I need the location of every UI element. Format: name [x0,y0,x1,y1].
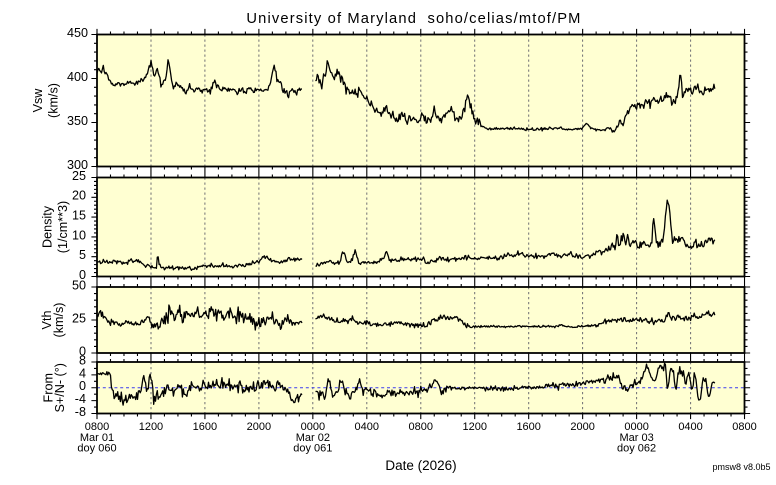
svg-text:50: 50 [72,278,86,292]
svg-text:20: 20 [72,189,86,203]
svg-text:0: 0 [79,268,86,282]
svg-text:300: 300 [67,158,88,172]
svg-text:0400: 0400 [678,421,702,433]
svg-text:Vsw: Vsw [31,88,45,113]
svg-text:0800: 0800 [732,421,756,433]
svg-text:2000: 2000 [247,421,271,433]
svg-text:doy 061: doy 061 [293,443,332,455]
svg-text:5: 5 [79,248,86,262]
svg-text:350: 350 [67,114,88,128]
svg-text:(km/s): (km/s) [46,83,60,118]
svg-text:-4: -4 [75,392,86,406]
svg-text:8: 8 [79,353,86,367]
svg-text:(1/cm**3): (1/cm**3) [56,201,70,253]
svg-text:25: 25 [72,311,86,325]
svg-text:pmsw8 v8.0b5: pmsw8 v8.0b5 [712,462,770,472]
svg-text:Vth: Vth [40,311,54,330]
svg-text:400: 400 [67,70,88,84]
svg-text:4: 4 [79,366,86,380]
svg-text:10: 10 [72,228,86,242]
svg-text:1200: 1200 [139,421,163,433]
svg-text:S+/N- (°): S+/N- (°) [53,363,67,412]
svg-text:0800: 0800 [85,421,109,433]
svg-text:Mar 02: Mar 02 [296,432,330,444]
svg-text:doy 062: doy 062 [617,443,656,455]
svg-text:0: 0 [79,379,86,393]
svg-text:450: 450 [67,26,88,40]
svg-text:0000: 0000 [624,421,648,433]
svg-text:From: From [41,373,55,402]
svg-text:0800: 0800 [409,421,433,433]
svg-text:Mar 03: Mar 03 [619,432,653,444]
svg-text:0000: 0000 [301,421,325,433]
svg-text:(km/s): (km/s) [52,303,66,338]
svg-text:Date (2026): Date (2026) [385,458,456,473]
svg-text:Density: Density [41,205,55,248]
svg-text:1600: 1600 [193,421,217,433]
svg-text:University of Maryland soho/c: University of Maryland soho/celias/mtof/… [246,11,581,27]
svg-text:Mar 01: Mar 01 [80,432,114,444]
svg-text:2000: 2000 [570,421,594,433]
svg-text:0400: 0400 [355,421,379,433]
svg-text:1600: 1600 [516,421,540,433]
svg-text:doy 060: doy 060 [77,443,116,455]
svg-text:15: 15 [72,209,86,223]
svg-text:-8: -8 [75,405,86,419]
svg-text:25: 25 [72,169,86,183]
svg-text:0: 0 [79,344,86,358]
svg-text:1200: 1200 [462,421,486,433]
